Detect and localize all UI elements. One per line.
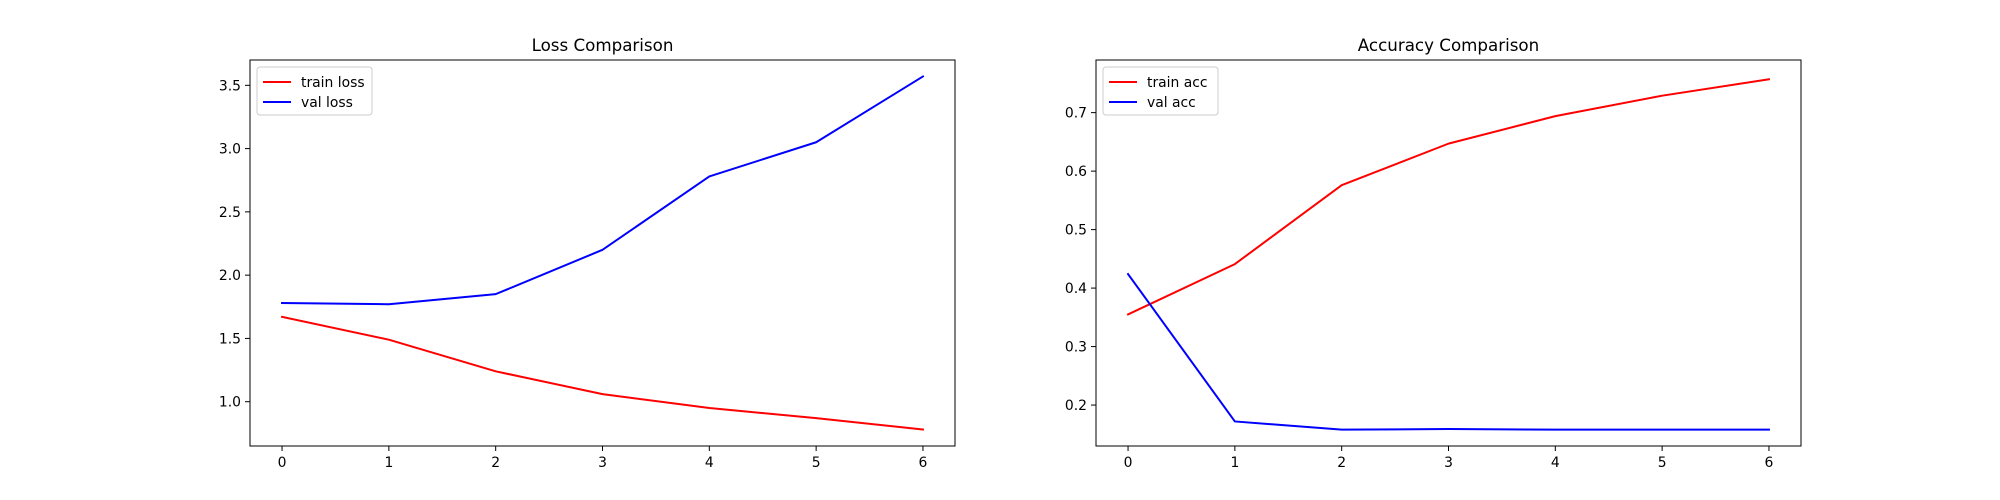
legend-label: train acc (1147, 75, 1208, 91)
y-tick-label: 0.2 (1065, 398, 1087, 414)
y-tick-label: 0.7 (1065, 106, 1087, 122)
x-tick-label: 6 (919, 455, 928, 471)
chart-title: Loss Comparison (532, 35, 674, 55)
y-tick-label: 3.5 (219, 78, 241, 94)
x-tick-label: 3 (598, 455, 607, 471)
legend-label: val loss (301, 95, 353, 111)
x-tick-label: 1 (384, 455, 393, 471)
y-tick-label: 1.5 (219, 331, 241, 347)
series-line-val-loss (281, 75, 925, 306)
legend: train loss val loss (256, 66, 373, 116)
x-tick-label: 0 (1124, 455, 1133, 471)
y-tick-label: 2.0 (219, 268, 241, 284)
y-tick-label: 0.6 (1065, 164, 1087, 180)
x-tick-label: 0 (278, 455, 287, 471)
chart-1: Accuracy Comparison 0 1 2 3 4 5 6 0.2 0.3 0.4 0.5 0.… (1065, 35, 1802, 471)
legend-label: val acc (1147, 95, 1196, 111)
y-tick-label: 0.5 (1065, 223, 1087, 239)
x-tick-label: 4 (705, 455, 714, 471)
chart-title: Accuracy Comparison (1358, 35, 1539, 55)
chart-0: Loss Comparison 0 1 2 3 4 5 6 1.0 1.5 2.0 2.5 3.0 3.5… (219, 35, 956, 471)
x-tick-label: 5 (1658, 455, 1667, 471)
axes-frame (249, 59, 956, 447)
x-tick-label: 3 (1444, 455, 1453, 471)
x-tick-label: 5 (812, 455, 821, 471)
series-line-val-acc (1126, 272, 1770, 431)
y-tick-label: 2.5 (219, 205, 241, 221)
legend-label: train loss (301, 75, 365, 91)
x-tick-label: 6 (1765, 455, 1774, 471)
y-tick-label: 0.3 (1065, 340, 1087, 356)
x-tick-label: 4 (1551, 455, 1560, 471)
series-line-train-acc (1126, 78, 1771, 316)
y-tick-label: 1.0 (219, 395, 241, 411)
y-tick-label: 0.4 (1065, 281, 1087, 297)
axes-frame (1095, 59, 1802, 447)
series-line-train-loss (280, 315, 925, 431)
legend: train acc val acc (1102, 66, 1219, 116)
x-tick-label: 2 (1337, 455, 1346, 471)
x-tick-label: 2 (491, 455, 500, 471)
x-tick-label: 1 (1230, 455, 1239, 471)
y-tick-label: 3.0 (219, 142, 241, 158)
